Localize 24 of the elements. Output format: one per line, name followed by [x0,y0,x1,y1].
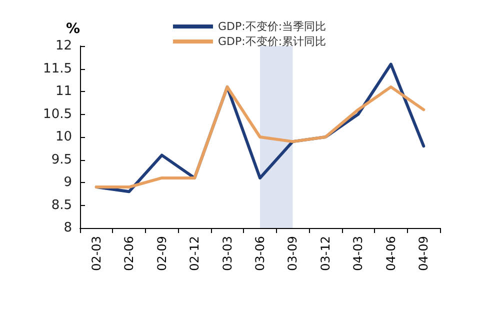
y-tick-label: 8.5 [51,198,72,213]
x-tick-label: 02-06 [122,236,136,271]
y-tick-label: 10 [55,130,72,144]
legend-label: GDP:不变价:当季同比 [218,20,326,33]
x-tick-label: 04-06 [384,236,398,271]
x-tick-label: 03-06 [253,236,267,271]
x-tick-label: 03-09 [286,236,300,271]
legend-label: GDP:不变价:累计同比 [218,35,326,48]
y-tick-label: 8 [64,220,72,236]
y-axis-title: % [66,21,80,37]
y-tick-label: 11 [55,84,72,99]
x-tick-label: 03-03 [220,236,234,271]
y-tick-label: 10.5 [43,106,72,122]
x-tick-label: 02-09 [154,236,169,271]
x-tick-label: 04-03 [351,236,366,271]
x-tick-label: 04-09 [416,236,431,271]
y-tick-label: 9.5 [51,152,72,168]
x-tick-label: 02-12 [188,236,202,271]
y-tick-label: 11.5 [43,61,72,76]
x-tick-label: 03-12 [318,236,332,271]
x-tick-label: 02-03 [89,236,104,271]
line-series [94,85,426,189]
y-tick-label: 12 [55,38,72,54]
y-tick-label: 9 [64,175,72,190]
